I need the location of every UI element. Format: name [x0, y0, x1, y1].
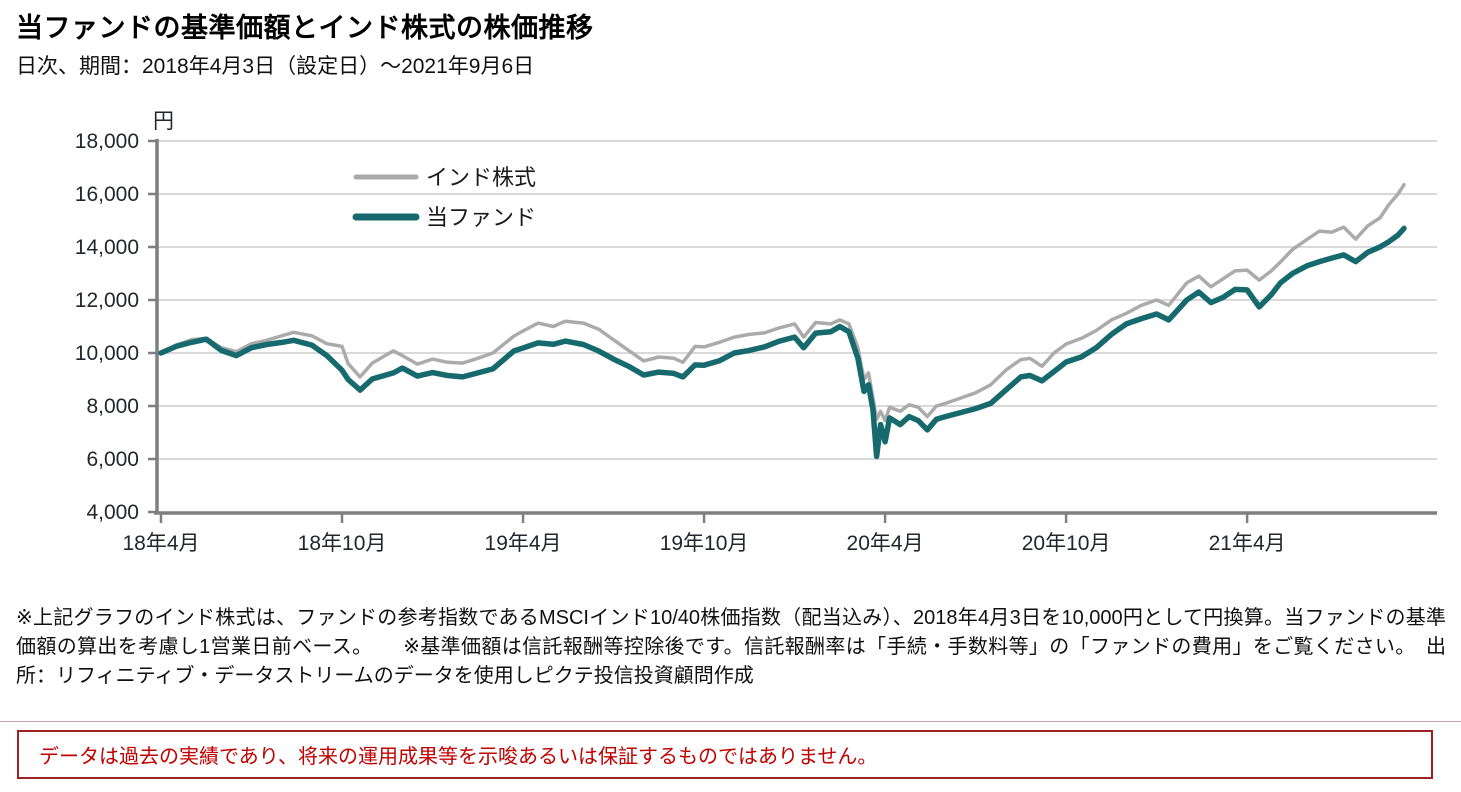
- series-india-equity-line: [159, 182, 1406, 423]
- legend-label-fund: 当ファンド: [426, 205, 536, 230]
- y-tick-label: 6,000: [86, 448, 139, 471]
- disclaimer-divider: [0, 721, 1461, 722]
- disclaimer-box: データは過去の実績であり、将来の運用成果等を示唆あるいは保証するものではありませ…: [17, 730, 1433, 779]
- y-axis: 4,000 6,000 8,000 10,000 12,000 14,000 16,000 1…: [75, 110, 174, 524]
- legend-label-india-equity: インド株式: [426, 165, 536, 190]
- y-tick-label: 16,000: [75, 183, 139, 206]
- y-tick-label: 12,000: [75, 289, 139, 312]
- y-tick-label: 18,000: [75, 130, 139, 153]
- legend-item-india-equity: インド株式: [353, 165, 536, 190]
- x-tick-label: 19年10月: [660, 532, 749, 555]
- x-tick-label: 18年10月: [298, 532, 387, 555]
- x-axis: 18年4月 18年10月 19年4月 19年10月 20年4月 20年10月 21年4月: [122, 511, 1437, 555]
- legend-item-fund: 当ファンド: [352, 205, 536, 230]
- y-axis-unit: 円: [153, 110, 174, 133]
- x-tick-label: 21年4月: [1209, 532, 1286, 555]
- x-tick-label: 19年4月: [485, 532, 562, 555]
- x-tick-label: 20年10月: [1022, 532, 1111, 555]
- x-tick-label: 20年4月: [847, 532, 924, 555]
- page-title: 当ファンドの基準価額とインド株式の株価推移: [16, 13, 594, 43]
- y-tick-label: 10,000: [75, 342, 139, 365]
- x-tick-label: 18年4月: [122, 532, 199, 555]
- chart: 4,000 6,000 8,000 10,000 12,000 14,000 16,000 1…: [75, 110, 1437, 555]
- y-tick-label: 4,000: [86, 501, 139, 524]
- series-fund-line: [158, 225, 1407, 460]
- y-tick-label: 8,000: [86, 395, 139, 418]
- footnote-text: ※上記グラフのインド株式は、ファンドの参考指数であるMSCIインド10/40株価…: [16, 607, 1446, 687]
- y-tick-label: 14,000: [75, 236, 139, 259]
- gridlines: [157, 140, 1437, 460]
- disclaimer-text: データは過去の実績であり、将来の運用成果等を示唆あるいは保証するものではありませ…: [39, 746, 878, 768]
- chart-subtitle: 日次、期間：2018年4月3日（設定日）～2021年9月6日: [16, 55, 535, 78]
